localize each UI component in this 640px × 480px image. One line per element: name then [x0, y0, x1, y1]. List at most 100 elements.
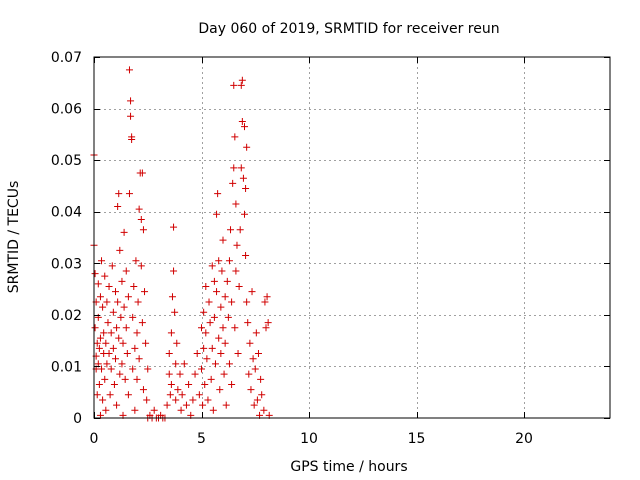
- data-point: [107, 365, 115, 373]
- data-point: [209, 406, 217, 414]
- data-point: [248, 288, 256, 296]
- data-point: [195, 391, 203, 399]
- data-point: [245, 370, 253, 378]
- data-point: [218, 267, 226, 275]
- data-point: [102, 339, 110, 347]
- chart-title: Day 060 of 2019, SRMTID for receiver reu…: [198, 21, 499, 37]
- data-point: [215, 334, 223, 342]
- data-point: [200, 308, 208, 316]
- data-point: [133, 375, 141, 383]
- data-point: [178, 391, 186, 399]
- data-point: [243, 298, 251, 306]
- y-tick-label: 0.07: [51, 50, 82, 66]
- data-point: [124, 293, 132, 301]
- data-point: [102, 406, 110, 414]
- data-point: [198, 365, 205, 373]
- data-point: [117, 313, 125, 321]
- y-tick-label: 0.06: [51, 102, 82, 118]
- data-point: [176, 370, 184, 378]
- data-point: [241, 123, 248, 131]
- data-point: [230, 81, 238, 89]
- data-point: [264, 319, 272, 327]
- data-point: [119, 339, 127, 347]
- data-point: [262, 324, 270, 332]
- data-point: [99, 396, 107, 404]
- data-point: [232, 200, 240, 208]
- data-point: [225, 257, 233, 265]
- data-point: [133, 329, 141, 337]
- data-point: [103, 298, 111, 306]
- data-point: [257, 375, 265, 383]
- data-point: [217, 303, 225, 311]
- x-axis-label: GPS time / hours: [290, 459, 407, 475]
- data-point: [236, 226, 244, 234]
- data-point: [234, 350, 242, 358]
- data-point: [137, 262, 145, 270]
- y-tick-label: 0.02: [51, 308, 82, 324]
- data-point: [237, 81, 245, 89]
- y-axis-label: SRMTID / TECUs: [6, 181, 22, 294]
- data-point: [127, 112, 135, 120]
- data-point: [96, 334, 104, 342]
- data-point: [118, 360, 126, 368]
- plot-frame: [93, 56, 611, 419]
- data-point: [241, 210, 248, 218]
- data-point: [123, 350, 131, 358]
- data-point: [254, 350, 262, 358]
- data-point: [230, 164, 238, 172]
- data-point: [115, 334, 123, 342]
- data-point: [250, 401, 258, 409]
- data-point: [118, 277, 126, 285]
- data-point: [141, 288, 149, 296]
- data-point: [110, 380, 118, 388]
- x-tick-label: 0: [90, 431, 99, 447]
- data-point: [130, 282, 138, 290]
- data-point: [193, 350, 201, 358]
- data-point: [165, 370, 173, 378]
- data-point: [253, 396, 261, 404]
- data-point: [228, 380, 236, 388]
- data-point: [204, 396, 212, 404]
- data-point: [219, 324, 227, 332]
- data-point: [213, 288, 221, 296]
- data-point: [139, 226, 147, 234]
- data-point: [228, 298, 236, 306]
- data-point: [208, 344, 216, 352]
- data-point: [238, 76, 246, 84]
- data-point: [165, 350, 173, 358]
- data-point: [100, 329, 108, 337]
- data-point: [128, 136, 136, 144]
- data-point: [180, 360, 188, 368]
- data-point: [139, 386, 147, 394]
- data-point: [237, 164, 245, 172]
- data-point: [251, 365, 259, 373]
- data-point: [191, 370, 199, 378]
- data-point: [210, 313, 218, 321]
- data-point: [122, 267, 130, 275]
- data-point: [112, 355, 119, 363]
- data-point: [172, 360, 180, 368]
- data-points: [90, 66, 273, 422]
- data-point: [252, 329, 260, 337]
- data-point: [242, 252, 250, 260]
- data-point: [120, 303, 128, 311]
- data-point: [105, 350, 113, 358]
- data-point: [174, 386, 182, 394]
- y-tick-label: 0.05: [51, 153, 82, 169]
- data-point: [135, 355, 143, 363]
- data-point: [260, 406, 268, 414]
- data-point: [238, 117, 246, 125]
- data-point: [125, 66, 133, 74]
- data-point: [93, 339, 101, 347]
- data-point: [185, 380, 193, 388]
- x-tick-label: 5: [197, 431, 206, 447]
- data-point: [99, 303, 107, 311]
- data-point: [198, 324, 205, 332]
- data-point: [202, 282, 210, 290]
- data-point: [261, 298, 269, 306]
- data-point: [112, 288, 119, 296]
- data-point: [106, 391, 114, 399]
- tick-marks: [94, 57, 610, 419]
- data-point: [232, 267, 240, 275]
- data-point: [215, 257, 223, 265]
